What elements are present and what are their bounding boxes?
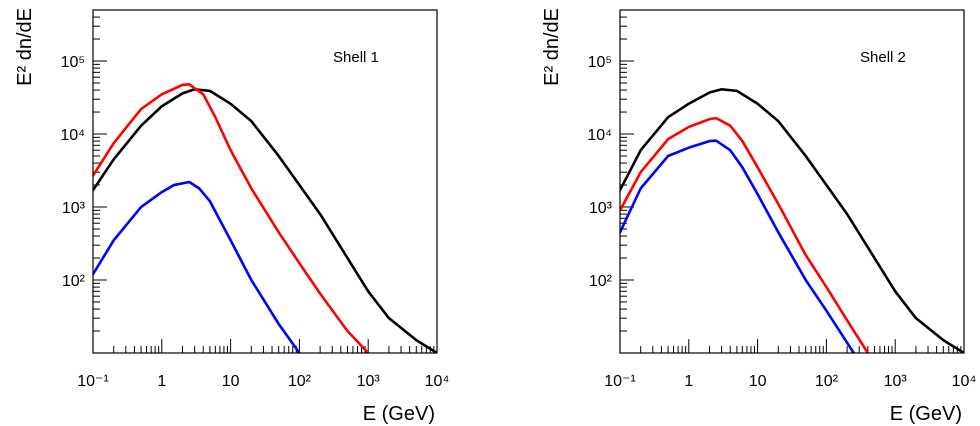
x-tick-label: 10³ (357, 373, 381, 390)
y-tick-label: 10⁵ (588, 54, 612, 71)
panel-annotation: Shell 2 (860, 49, 906, 66)
y-axis-label: E² dn/dE (541, 8, 563, 86)
x-tick-label: 10² (288, 373, 312, 390)
series-line-2 (93, 82, 370, 353)
x-tick-label: 10 (749, 373, 767, 390)
y-tick-label: 10⁴ (587, 127, 612, 144)
y-tick-label: 10² (589, 273, 613, 290)
x-tick-labels: 10⁻¹ 1 10 10² 10³ 10⁴ (77, 373, 449, 390)
x-tick-label: 10⁻¹ (604, 373, 636, 390)
series-line-3 (620, 139, 856, 353)
plot-frame (619, 9, 965, 354)
y-tick-labels: 10² 10³ 10⁴ 10⁵ (587, 54, 612, 290)
chart-panel-shell-1: 10⁻¹ 1 10 10² 10³ 10⁴ 10² 10³ 10⁴ 10⁵ Shell 1 E … (14, 8, 449, 425)
x-tick-label: 1 (157, 373, 166, 390)
series-line-2 (620, 116, 870, 353)
x-tick-label: 10⁴ (952, 373, 977, 390)
axis-ticks (619, 9, 965, 354)
y-tick-label: 10⁴ (60, 127, 85, 144)
panel-annotation: Shell 1 (333, 49, 379, 66)
x-tick-label: 1 (684, 373, 693, 390)
x-tick-label: 10³ (884, 373, 908, 390)
x-tick-label: 10² (815, 373, 839, 390)
y-tick-label: 10² (62, 273, 86, 290)
x-axis-label: E (GeV) (890, 403, 962, 425)
x-tick-label: 10 (222, 373, 240, 390)
plot-frame (92, 9, 438, 354)
chart-panel-shell-2: 10⁻¹ 1 10 10² 10³ 10⁴ 10² 10³ 10⁴ 10⁵ Shell 2 E … (541, 8, 976, 425)
x-tick-label: 10⁻¹ (77, 373, 109, 390)
y-axis-label: E² dn/dE (14, 8, 36, 86)
y-tick-label: 10⁵ (61, 54, 85, 71)
x-tick-labels: 10⁻¹ 1 10 10² 10³ 10⁴ (604, 373, 976, 390)
y-tick-label: 10³ (589, 200, 613, 217)
series-line-1 (93, 87, 437, 353)
y-tick-labels: 10² 10³ 10⁴ 10⁵ (60, 54, 85, 290)
x-tick-label: 10⁴ (425, 373, 450, 390)
series-line-1 (620, 87, 964, 353)
data-series-group (93, 82, 437, 353)
data-series-group (620, 87, 964, 353)
y-tick-label: 10³ (62, 200, 86, 217)
x-axis-label: E (GeV) (363, 403, 435, 425)
series-line-3 (93, 180, 301, 353)
